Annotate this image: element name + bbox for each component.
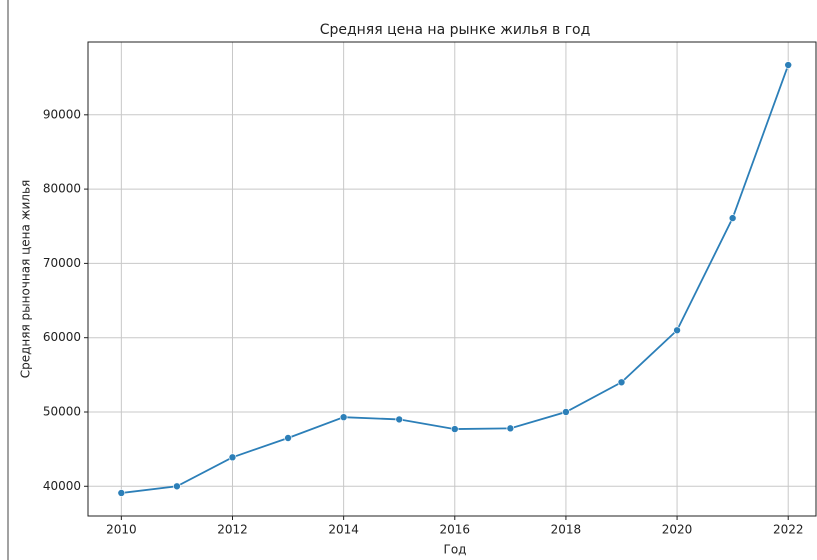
y-tick-label: 50000	[43, 404, 81, 418]
x-axis-label: Год	[444, 543, 467, 557]
plot-frame	[87, 41, 817, 517]
x-tick-label: 2018	[551, 523, 582, 537]
data-point	[284, 434, 292, 442]
data-point	[617, 378, 626, 387]
chart-title: Средняя цена на рынке жилья в год	[320, 22, 591, 38]
x-tick-label: 2014	[328, 523, 359, 537]
y-axis-label: Средняя рыночная цена жилья	[19, 180, 33, 379]
data-point	[784, 61, 793, 69]
y-tick-label: 70000	[43, 256, 81, 270]
data-point	[395, 415, 404, 424]
data-point	[728, 214, 737, 222]
data-point	[228, 453, 237, 462]
y-tick-label: 60000	[43, 330, 81, 344]
x-tick-label: 2012	[217, 523, 248, 537]
y-tick-label: 80000	[43, 182, 81, 196]
x-tick-label: 2020	[662, 523, 693, 537]
y-tick-label: 40000	[43, 479, 81, 493]
data-point	[562, 408, 570, 416]
data-point	[450, 425, 459, 433]
x-tick-label: 2022	[773, 523, 804, 537]
y-tick-label: 90000	[43, 107, 81, 121]
x-tick-label: 2016	[440, 523, 471, 537]
data-point	[673, 326, 681, 335]
data-point	[117, 489, 126, 497]
x-tick-label: 2010	[106, 523, 137, 537]
data-point	[506, 424, 515, 433]
data-point	[173, 482, 181, 491]
data-point	[339, 413, 348, 421]
